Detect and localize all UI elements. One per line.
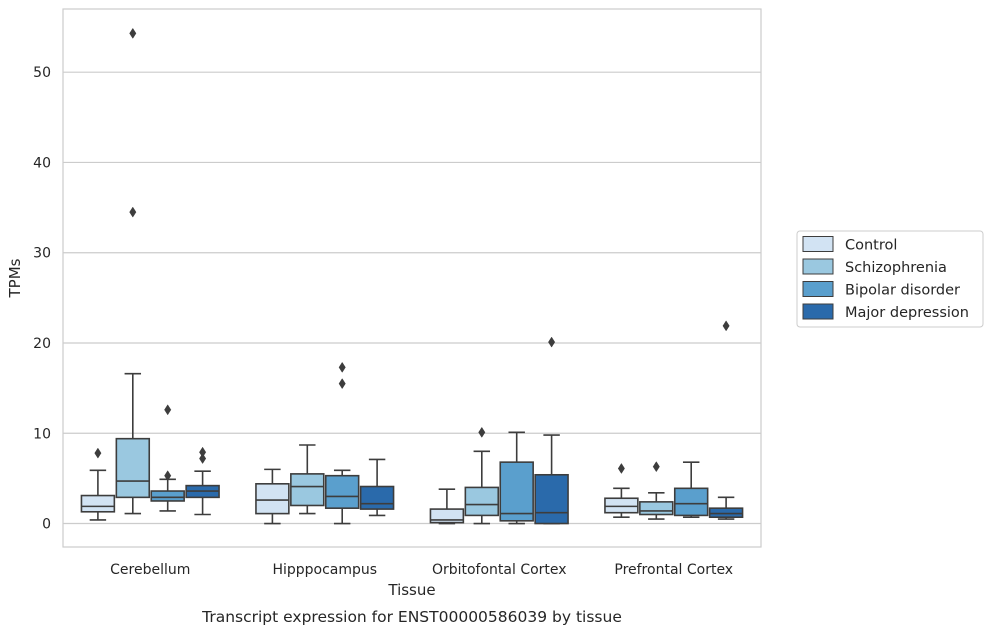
outlier-point (652, 461, 660, 473)
box-iqr (115, 437, 151, 499)
legend-swatch (802, 258, 834, 275)
outlier-point (338, 361, 346, 373)
legend-label: Bipolar disorder (845, 283, 960, 299)
chart-caption: Transcript expression for ENST0000058603… (201, 608, 622, 626)
box-0-1 (115, 27, 151, 515)
y-tick-label: 20 (33, 336, 51, 352)
box-iqr (639, 501, 674, 516)
box-3-3 (708, 320, 744, 520)
y-tick-label: 40 (33, 155, 51, 171)
box-0-2 (150, 404, 185, 512)
outlier-point (199, 453, 207, 465)
box-iqr (255, 483, 290, 515)
legend-swatch (802, 236, 834, 252)
outlier-point (199, 446, 207, 458)
y-tick-labels: 0 10 20 30 40 50 (33, 65, 51, 532)
outlier-point (722, 320, 730, 332)
y-tick-label: 50 (33, 65, 51, 81)
legend-label: Major depression (845, 305, 969, 321)
outlier-point (338, 378, 346, 390)
y-tick-label: 10 (33, 426, 51, 442)
x-tick-label: Cerebellum (110, 562, 190, 578)
y-tick-label: 0 (42, 517, 51, 533)
box-2-2 (499, 431, 534, 525)
box-iqr (359, 485, 395, 510)
outlier-point (617, 463, 625, 474)
box-3-0 (604, 463, 639, 519)
box-3-2 (673, 461, 709, 519)
box-iqr (290, 473, 325, 507)
gridlines (63, 71, 761, 525)
box-groups (80, 27, 744, 525)
box-iqr (80, 494, 116, 513)
outlier-point (164, 404, 172, 416)
box-iqr (464, 486, 500, 517)
box-iqr (604, 497, 639, 514)
outlier-point (164, 470, 172, 482)
box-iqr (150, 490, 185, 502)
box-2-1 (464, 426, 500, 525)
x-tick-label: Orbitofontal Cortex (432, 562, 567, 578)
outlier-point (478, 426, 486, 438)
box-1-1 (290, 444, 325, 515)
y-axis-label: TPMs (6, 258, 24, 298)
box-2-3 (534, 336, 569, 525)
box-0-3 (185, 446, 220, 516)
box-3-1 (639, 461, 674, 520)
x-tick-labels: Cerebellum Hipppocampus Orbitofontal Corte… (110, 562, 733, 578)
box-iqr (534, 473, 569, 525)
outlier-point (129, 206, 137, 218)
legend-swatch (802, 303, 834, 320)
x-tick-label: Hipppocampus (272, 562, 377, 578)
x-tick-label: Prefrontal Cortex (614, 562, 733, 578)
legend-label: Schizophrenia (845, 260, 947, 276)
box-1-3 (359, 458, 395, 517)
legend: Control Schizophrenia Bipolar disorder Majo… (796, 230, 984, 328)
box-1-0 (255, 468, 290, 525)
box-1-2 (324, 361, 360, 525)
box-iqr (324, 474, 360, 509)
legend-label: Control (845, 238, 897, 254)
outlier-point (94, 447, 102, 459)
box-0-0 (80, 447, 116, 521)
outlier-point (129, 27, 137, 39)
outlier-point (548, 336, 556, 348)
x-axis-label: Tissue (387, 581, 435, 599)
box-iqr (673, 487, 709, 517)
y-tick-label: 30 (33, 246, 51, 262)
plot-frame (62, 8, 762, 548)
legend-swatch (802, 281, 834, 297)
legend-frame (796, 230, 984, 328)
box-iqr (708, 507, 744, 519)
box-iqr (499, 461, 534, 522)
box-2-0 (429, 488, 465, 525)
